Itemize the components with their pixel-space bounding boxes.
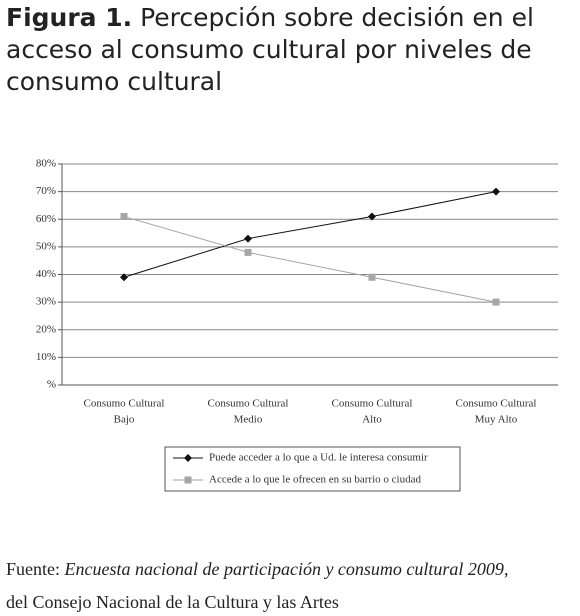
x-tick-label: Consumo Cultural — [332, 398, 413, 410]
series-line — [123, 191, 497, 278]
point — [120, 212, 128, 220]
y-tick-label: 80% — [36, 158, 56, 170]
point — [120, 273, 128, 282]
y-tick-label: 70% — [36, 185, 56, 197]
title-text: Percepción sobre decisión en el acceso a… — [6, 3, 534, 96]
x-tick-label: Muy Alto — [475, 414, 518, 426]
title-prefix: Figura 1. — [6, 3, 133, 32]
legend-label: Puede acceder a lo que a Ud. le interesa… — [209, 452, 428, 464]
series-line — [123, 216, 497, 303]
x-tick-label: Medio — [234, 414, 263, 426]
point — [368, 212, 376, 221]
x-tick-label: Consumo Cultural — [84, 398, 165, 410]
point — [244, 234, 252, 243]
source-line2: del Consejo Nacional de la Cultura y las… — [6, 592, 339, 612]
figure-title: Figura 1. Percepción sobre decisión en e… — [6, 2, 576, 98]
source-prefix: Fuente: — [6, 559, 60, 579]
source-suffix: , — [503, 559, 509, 579]
x-tick-label: Consumo Cultural — [208, 398, 289, 410]
source: Fuente: Encuesta nacional de participaci… — [6, 553, 508, 616]
x-tick-label: Alto — [362, 414, 382, 426]
source-title: Encuesta nacional de participación y con… — [64, 559, 504, 579]
y-tick-label: 30% — [36, 296, 56, 308]
point — [492, 187, 500, 196]
legend-marker — [184, 476, 192, 484]
y-tick-label: 10% — [36, 351, 56, 363]
legend-label: Accede a lo que le ofrecen en su barrio … — [209, 474, 421, 486]
x-tick-label: Consumo Cultural — [456, 398, 537, 410]
point — [492, 298, 500, 306]
y-tick-label: 20% — [36, 323, 56, 335]
y-tick-label: % — [47, 379, 56, 391]
legend-marker — [184, 454, 192, 462]
y-tick-label: 40% — [36, 268, 56, 280]
legend-box — [164, 446, 461, 492]
point — [244, 248, 252, 256]
point — [368, 273, 376, 281]
y-tick-label: 60% — [36, 213, 56, 225]
x-tick-label: Bajo — [114, 414, 135, 426]
y-tick-label: 50% — [36, 240, 56, 252]
chart: % 10% 20% 30% 40% 50% 60% 70% 80% Consumo Cultura… — [36, 158, 558, 492]
